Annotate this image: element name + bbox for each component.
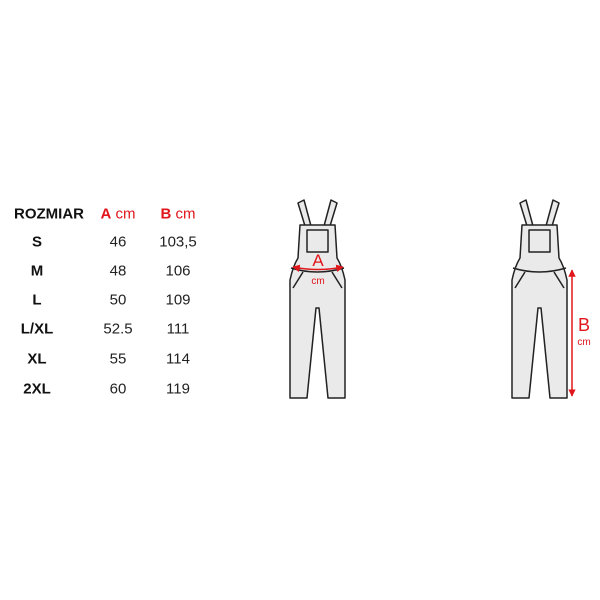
front-overalls	[289, 199, 346, 399]
header-a-unit: cm	[115, 205, 136, 223]
table-cell-size: XL	[27, 350, 47, 368]
table-cell-a: 48	[109, 262, 127, 280]
table-cell-size: 2XL	[23, 380, 51, 398]
table-cell-b: 114	[166, 350, 190, 368]
table-cell-b: 103,5	[159, 233, 197, 251]
header-b-letter: B	[160, 205, 172, 223]
header-a-letter: A	[100, 205, 112, 223]
table-cell-a: 50	[109, 291, 127, 309]
measure-a-label: A	[312, 251, 324, 270]
header-size: ROZMIAR	[14, 205, 84, 223]
side-overalls	[511, 199, 568, 399]
measure-a-unit: cm	[311, 276, 324, 287]
table-cell-b: 109	[165, 291, 191, 309]
measure-b-label: B	[578, 315, 590, 335]
table-cell-a: 46	[109, 233, 127, 251]
table-cell-size: S	[31, 233, 43, 251]
table-cell-a: 52.5	[103, 320, 133, 338]
header-b-unit: cm	[175, 205, 196, 223]
table-cell-b: 119	[166, 380, 190, 398]
table-cell-size: L/XL	[20, 320, 54, 338]
table-cell-size: M	[30, 262, 44, 280]
table-cell-b: 111	[166, 320, 190, 338]
table-cell-b: 106	[165, 262, 191, 280]
measure-a-arrow	[292, 264, 344, 272]
header-b: B cm	[160, 206, 195, 223]
table-cell-a: 55	[109, 350, 127, 368]
table-cell-size: L	[32, 291, 42, 309]
table-cell-a: 60	[109, 380, 127, 398]
measure-b-unit: cm	[577, 337, 590, 348]
header-a: A cm	[100, 206, 135, 223]
